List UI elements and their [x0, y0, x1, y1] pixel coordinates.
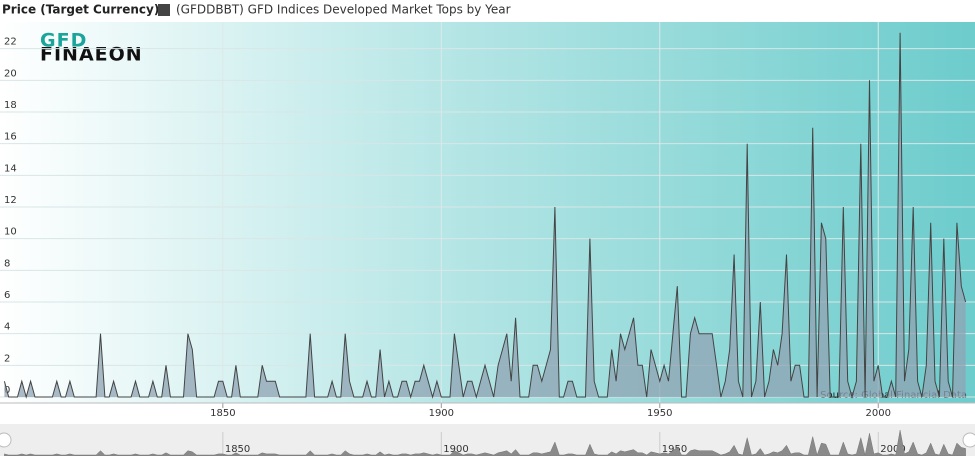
navigator-area	[4, 430, 966, 456]
navigator-tick-label: 1900	[443, 444, 468, 455]
legend-swatch	[158, 4, 170, 16]
x-tick-label: 2000	[866, 408, 891, 419]
y-tick-label: 14	[4, 163, 17, 174]
y-tick-label: 4	[4, 322, 10, 333]
x-tick-label: 1850	[210, 408, 235, 419]
y-tick-label: 18	[4, 100, 17, 111]
y-tick-label: 8	[4, 258, 10, 269]
y-tick-label: 20	[4, 68, 17, 79]
x-tick-label: 1900	[429, 408, 454, 419]
y-tick-label: 2	[4, 353, 10, 364]
area-fill	[4, 32, 966, 398]
navigator-handle	[962, 432, 975, 448]
logo-top: GFD	[40, 30, 87, 52]
y-tick-label: 12	[4, 195, 17, 206]
area-line	[3, 32, 967, 399]
y-tick-label: 6	[4, 290, 10, 301]
y-tick-label: 22	[4, 37, 17, 48]
navigator-handle	[0, 432, 12, 448]
y-tick-label: 16	[4, 132, 17, 143]
logo-bottom: FINAEON	[40, 44, 143, 66]
navigator-tick-label: 2000	[880, 444, 905, 455]
legend-label: (GFDDBBT) GFD Indices Developed Market T…	[176, 3, 511, 17]
chart-title: Price (Target Currency)	[2, 3, 159, 17]
navigator-tick-label: 1850	[225, 444, 250, 455]
y-tick-label: 10	[4, 227, 17, 238]
x-tick-label: 1950	[647, 408, 672, 419]
